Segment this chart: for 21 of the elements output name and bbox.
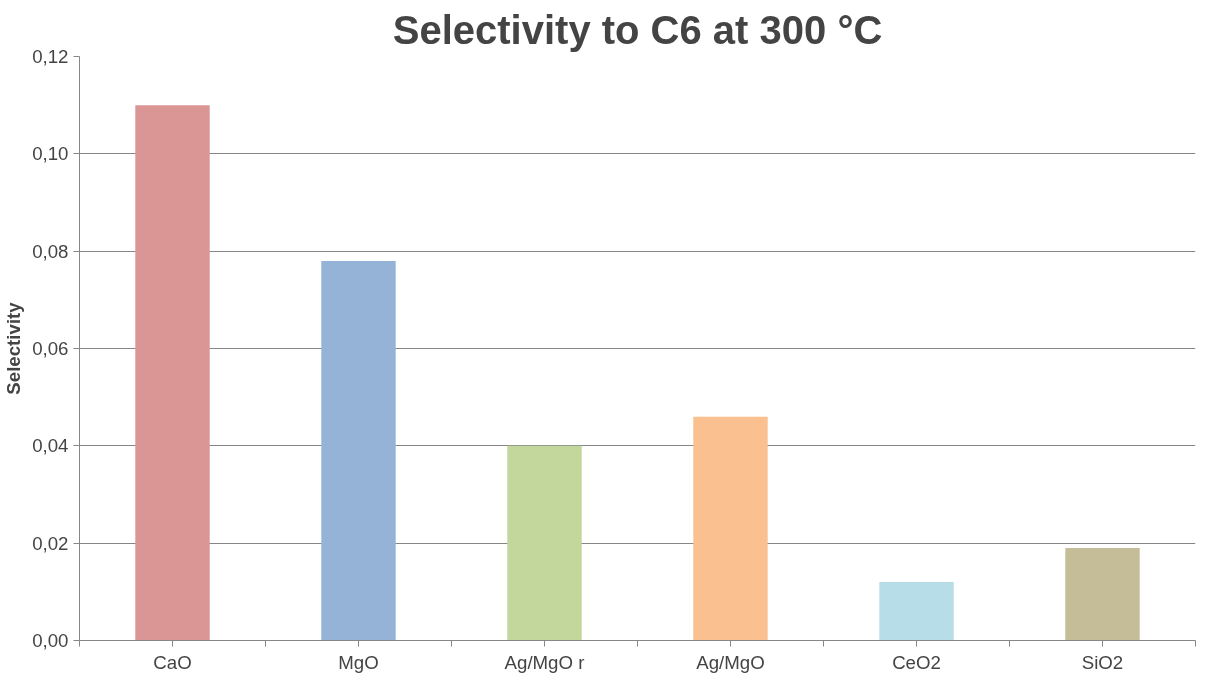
y-tick-label: 0,06: [32, 338, 69, 359]
y-tick-label: 0,00: [32, 630, 69, 651]
x-tick-label: Ag/MgO: [696, 651, 765, 673]
bar: [135, 105, 210, 641]
bar: [321, 260, 396, 641]
x-tick-label: SiO2: [1081, 651, 1124, 673]
y-tick-label: 0,08: [32, 240, 69, 262]
chart-title: Selectivity to C6 at 300 °C: [392, 7, 883, 52]
bar: [507, 445, 582, 641]
x-tick-label: Ag/MgO r: [504, 651, 585, 673]
bar: [1065, 548, 1140, 641]
y-tick-label: 0,02: [32, 532, 69, 554]
bar: [693, 416, 768, 641]
y-axis-title: Selectivity: [3, 301, 25, 395]
y-tick-label: 0,12: [32, 46, 69, 67]
y-tick-label: 0,04: [32, 435, 69, 457]
x-tick-label: CaO: [153, 651, 192, 673]
x-tick-label: MgO: [338, 651, 379, 673]
x-tick-label: CeO2: [892, 651, 941, 673]
bar: [879, 582, 954, 641]
y-tick-label: 0,10: [32, 143, 69, 165]
